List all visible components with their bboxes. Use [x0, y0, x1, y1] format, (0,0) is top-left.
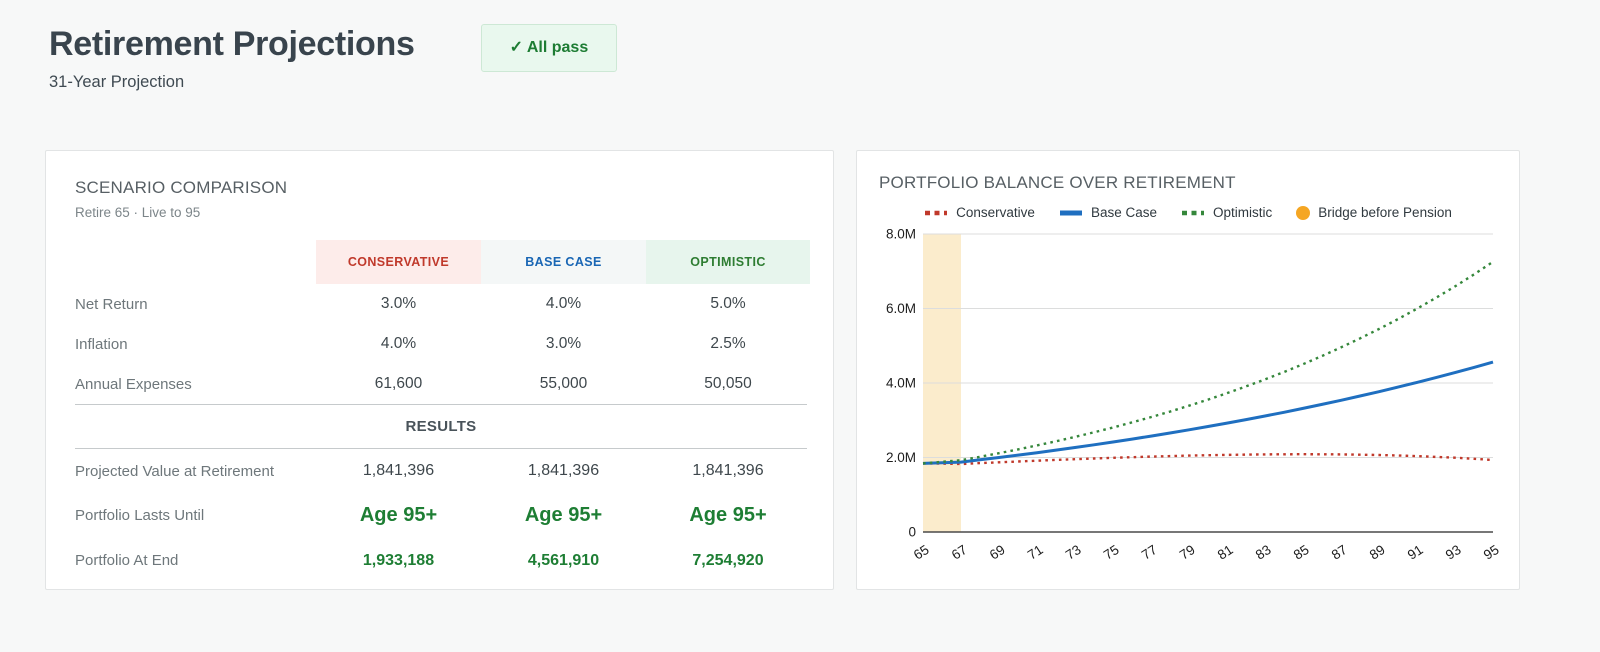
row-label: Net Return	[75, 295, 148, 313]
inflation-conservative: 4.0%	[380, 335, 417, 352]
portfolio-chart-card: PORTFOLIO BALANCE OVER RETIREMENT Conser…	[856, 150, 1520, 590]
legend-label: Conservative	[956, 205, 1035, 220]
x-tick-label: 65	[911, 542, 932, 563]
y-tick-label: 8.0M	[886, 227, 916, 242]
projected-value-optimistic: 1,841,396	[692, 462, 764, 479]
x-tick-label: 79	[1177, 542, 1198, 563]
comparison-subtitle: Retire 65 · Live to 95	[75, 205, 201, 220]
portfolio-chart-svg: 0 2.0M 4.0M 6.0M 8.0M 65 67 69 71 73 75 77 79 81 83 85 8…	[886, 227, 1502, 563]
page-title: Retirement Projections	[49, 25, 415, 63]
legend-line-icon	[924, 209, 948, 217]
lasts-until-conservative: Age 95+	[359, 504, 438, 526]
column-header-base-case: BASE CASE	[481, 240, 646, 284]
net-return-base: 4.0%	[545, 295, 582, 312]
x-tick-label: 93	[1443, 542, 1464, 563]
x-tick-label: 95	[1481, 542, 1499, 563]
chart-legend: Conservative Base Case Optimistic Bridge be…	[879, 205, 1497, 220]
x-tick-label: 69	[987, 542, 1008, 563]
row-label: Inflation	[75, 335, 128, 353]
column-header-optimistic: OPTIMISTIC	[646, 240, 810, 284]
y-tick-label: 6.0M	[886, 301, 916, 316]
x-tick-label: 83	[1253, 542, 1274, 563]
row-label: Projected Value at Retirement	[75, 462, 274, 480]
at-end-conservative: 1,933,188	[362, 551, 435, 569]
x-tick-label: 89	[1367, 542, 1388, 563]
page-subtitle: 31-Year Projection	[49, 73, 185, 91]
x-tick-label: 71	[1025, 542, 1046, 563]
y-tick-label: 2.0M	[886, 450, 916, 465]
table-row-inflation: Inflation 4.0% 3.0% 2.5%	[75, 324, 807, 364]
y-tick-label: 4.0M	[886, 376, 916, 391]
column-header-conservative: CONSERVATIVE	[316, 240, 481, 284]
table-row-portfolio-lasts: Portfolio Lasts Until Age 95+ Age 95+ Ag…	[75, 493, 807, 538]
legend-item-base-case[interactable]: Base Case	[1059, 205, 1157, 220]
x-tick-label: 85	[1291, 542, 1312, 563]
x-tick-label: 81	[1215, 542, 1236, 563]
series-line-optimistic	[922, 260, 1494, 465]
x-tick-label: 91	[1405, 542, 1426, 563]
legend-item-optimistic[interactable]: Optimistic	[1181, 205, 1272, 220]
legend-circle-icon	[1296, 205, 1311, 220]
comparison-title: SCENARIO COMPARISON	[75, 178, 288, 197]
table-header-row: CONSERVATIVE BASE CASE OPTIMISTIC	[75, 240, 810, 284]
title-block: Retirement Projections 31-Year Projectio…	[49, 24, 415, 92]
lasts-until-optimistic: Age 95+	[689, 504, 767, 526]
legend-label: Optimistic	[1212, 205, 1273, 220]
series-line-base-case	[922, 360, 1494, 465]
row-label: Portfolio Lasts Until	[75, 507, 205, 524]
x-tick-label: 87	[1329, 542, 1350, 563]
page-header: Retirement Projections 31-Year Projectio…	[0, 0, 1600, 92]
legend-line-icon	[1181, 209, 1205, 217]
inflation-base: 3.0%	[545, 335, 582, 352]
table-row-projected-value: Projected Value at Retirement 1,841,396 …	[75, 448, 807, 493]
projected-value-conservative: 1,841,396	[362, 462, 435, 479]
legend-label: Base Case	[1090, 205, 1157, 220]
expenses-conservative: 61,600	[374, 375, 423, 392]
scenario-comparison-card: SCENARIO COMPARISON Retire 65 · Live to …	[45, 150, 834, 590]
legend-label: Bridge before Pension	[1318, 205, 1452, 220]
row-label: Portfolio At End	[75, 552, 179, 569]
chart-title: PORTFOLIO BALANCE OVER RETIREMENT	[879, 173, 1236, 192]
table-row-annual-expenses: Annual Expenses 61,600 55,000 50,050	[75, 364, 807, 404]
expenses-base: 55,000	[539, 375, 588, 392]
projected-value-base: 1,841,396	[527, 462, 600, 479]
row-label: Annual Expenses	[75, 375, 192, 393]
comparison-table: CONSERVATIVE BASE CASE OPTIMISTIC Net Re…	[75, 240, 810, 583]
lasts-until-base: Age 95+	[524, 504, 603, 526]
y-tick-label: 0	[908, 525, 916, 540]
at-end-base: 4,561,910	[527, 551, 600, 569]
x-tick-label: 73	[1063, 542, 1084, 563]
chart-area: 0 2.0M 4.0M 6.0M 8.0M 65 67 69 71 73 75 77 79 81 83 85 8…	[879, 224, 1502, 581]
results-section-header: RESULTS	[75, 404, 807, 448]
all-pass-badge: ✓ All pass	[480, 24, 618, 72]
expenses-optimistic: 50,050	[704, 375, 752, 392]
table-row-net-return: Net Return 3.0% 4.0% 5.0%	[75, 284, 807, 324]
x-tick-label: 77	[1139, 542, 1160, 563]
x-tick-label: 67	[949, 542, 970, 563]
legend-item-bridge-before-pension[interactable]: Bridge before Pension	[1296, 205, 1452, 220]
legend-item-conservative[interactable]: Conservative	[924, 205, 1035, 220]
at-end-optimistic: 7,254,920	[692, 551, 764, 569]
net-return-conservative: 3.0%	[380, 295, 417, 312]
legend-line-icon	[1059, 209, 1083, 217]
net-return-optimistic: 5.0%	[710, 295, 746, 312]
cards-row: SCENARIO COMPARISON Retire 65 · Live to …	[45, 150, 1600, 590]
table-row-portfolio-at-end: Portfolio At End 1,933,188 4,561,910 7,2…	[75, 538, 807, 583]
x-tick-label: 75	[1101, 542, 1122, 563]
inflation-optimistic: 2.5%	[710, 335, 746, 352]
